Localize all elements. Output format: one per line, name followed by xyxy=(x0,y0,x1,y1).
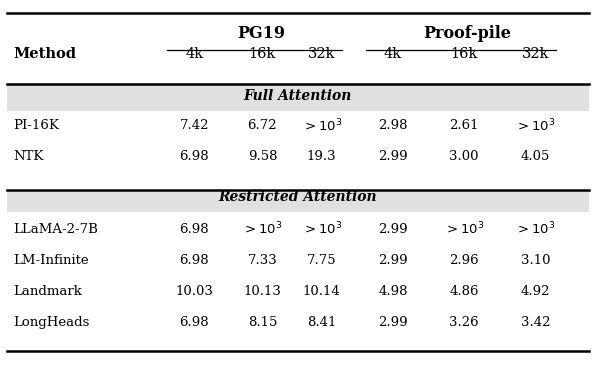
Text: Landmark: Landmark xyxy=(13,285,82,298)
Text: 7.42: 7.42 xyxy=(179,119,209,132)
Text: LongHeads: LongHeads xyxy=(13,315,89,329)
Text: 8.15: 8.15 xyxy=(248,315,277,329)
Text: 4.86: 4.86 xyxy=(449,285,479,298)
Text: 7.75: 7.75 xyxy=(307,254,337,267)
Text: 10.03: 10.03 xyxy=(175,285,213,298)
Bar xyxy=(7,84,589,111)
Text: 2.61: 2.61 xyxy=(449,119,479,132)
Text: 2.98: 2.98 xyxy=(378,119,408,132)
Text: 32k: 32k xyxy=(308,47,336,61)
Text: 6.98: 6.98 xyxy=(179,315,209,329)
Text: 16k: 16k xyxy=(451,47,478,61)
Text: 6.98: 6.98 xyxy=(179,150,209,163)
Text: 6.98: 6.98 xyxy=(179,254,209,267)
Text: 2.99: 2.99 xyxy=(378,315,408,329)
Text: 2.99: 2.99 xyxy=(378,150,408,163)
Text: NTK: NTK xyxy=(13,150,44,163)
Text: PG19: PG19 xyxy=(237,25,285,42)
Text: 4.05: 4.05 xyxy=(520,150,550,163)
Text: 4k: 4k xyxy=(185,47,203,61)
Text: 3.00: 3.00 xyxy=(449,150,479,163)
Text: $>10^3$: $>10^3$ xyxy=(302,221,342,238)
Text: 4.98: 4.98 xyxy=(378,285,408,298)
Text: Full Attention: Full Attention xyxy=(244,89,352,103)
Text: 7.33: 7.33 xyxy=(247,254,277,267)
Text: LLaMA-2-7B: LLaMA-2-7B xyxy=(13,223,98,236)
Text: $>10^3$: $>10^3$ xyxy=(242,221,283,238)
Text: $>10^3$: $>10^3$ xyxy=(515,221,555,238)
Text: 6.98: 6.98 xyxy=(179,223,209,236)
Text: 3.42: 3.42 xyxy=(520,315,550,329)
Bar xyxy=(7,190,589,212)
Text: Restricted Attention: Restricted Attention xyxy=(219,190,377,204)
Text: LM-Infinite: LM-Infinite xyxy=(13,254,89,267)
Text: $>10^3$: $>10^3$ xyxy=(444,221,485,238)
Text: 9.58: 9.58 xyxy=(248,150,277,163)
Text: $>10^3$: $>10^3$ xyxy=(302,117,342,134)
Text: 4.92: 4.92 xyxy=(520,285,550,298)
Text: Method: Method xyxy=(13,47,76,61)
Text: 19.3: 19.3 xyxy=(307,150,337,163)
Text: 8.41: 8.41 xyxy=(307,315,336,329)
Text: $>10^3$: $>10^3$ xyxy=(515,117,555,134)
Text: PI-16K: PI-16K xyxy=(13,119,59,132)
Text: 4k: 4k xyxy=(384,47,402,61)
Text: 10.14: 10.14 xyxy=(303,285,340,298)
Text: 3.10: 3.10 xyxy=(520,254,550,267)
Text: 2.99: 2.99 xyxy=(378,223,408,236)
Text: 3.26: 3.26 xyxy=(449,315,479,329)
Text: 32k: 32k xyxy=(522,47,549,61)
Text: Proof-pile: Proof-pile xyxy=(423,25,511,42)
Text: 2.99: 2.99 xyxy=(378,254,408,267)
Text: 16k: 16k xyxy=(249,47,276,61)
Text: 6.72: 6.72 xyxy=(247,119,277,132)
Text: 2.96: 2.96 xyxy=(449,254,479,267)
Text: 10.13: 10.13 xyxy=(244,285,281,298)
